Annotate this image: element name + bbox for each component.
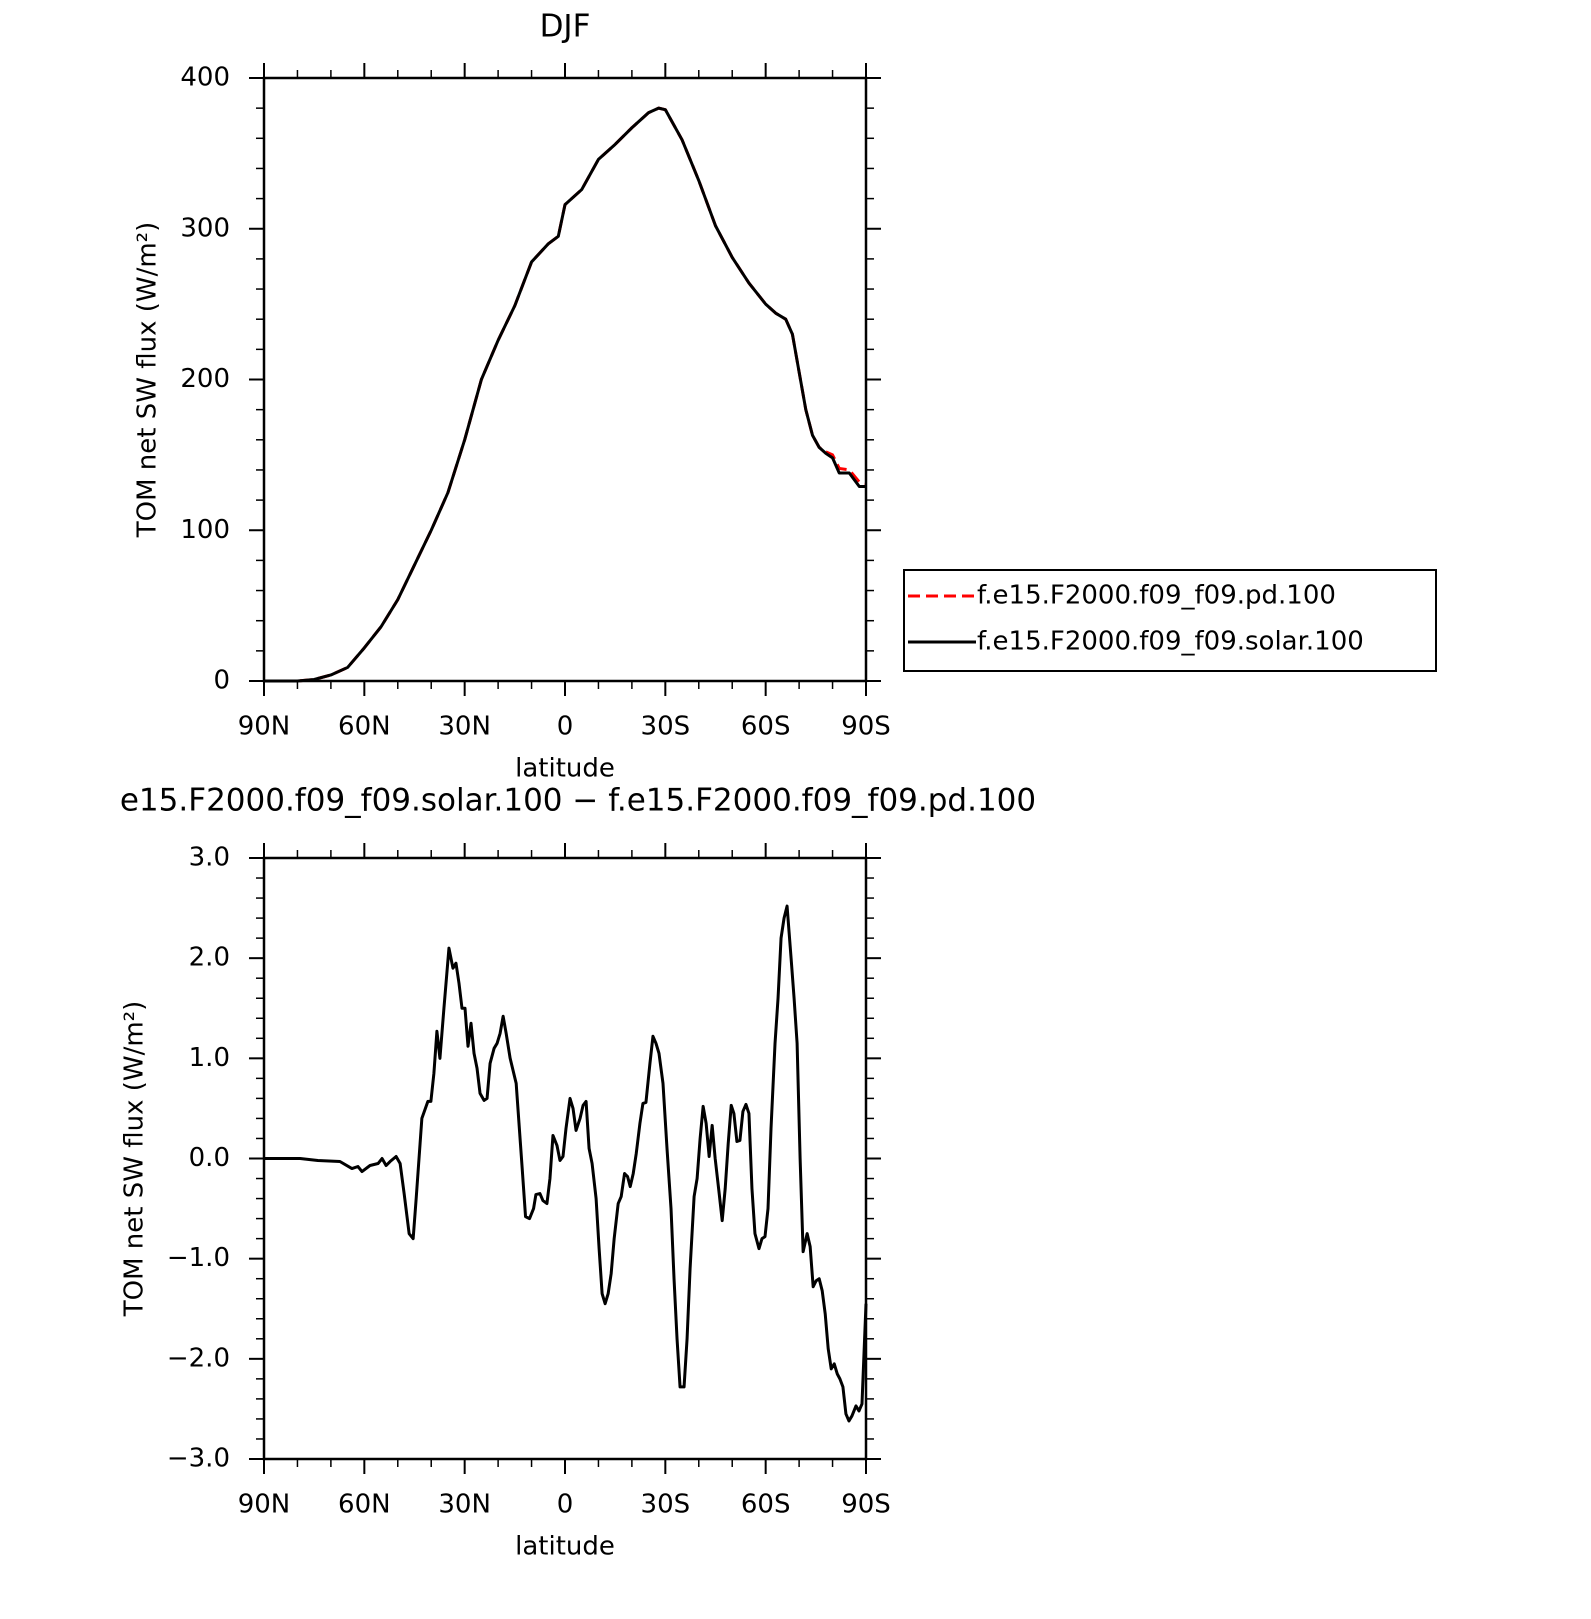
x-tick-label: 60S — [741, 712, 791, 742]
x-tick-label: 60N — [338, 1490, 391, 1520]
plot-frame — [262, 856, 868, 1461]
data-line — [264, 106, 867, 683]
data-line — [264, 904, 868, 1423]
y-tick-label: 1.0 — [189, 1043, 230, 1073]
x-tick-label: 30S — [641, 712, 691, 742]
x-tick-label: 90S — [841, 1490, 891, 1520]
y-axis-label: TOM net SW flux (W/m²) — [120, 1001, 150, 1317]
chart-title: e15.F2000.f09_f09.solar.100 − f.e15.F200… — [120, 783, 1036, 819]
chart-title: DJF — [540, 9, 591, 45]
legend-label: f.e15.F2000.f09_f09.pd.100 — [977, 581, 1336, 611]
legend-box — [903, 569, 1437, 672]
legend-label: f.e15.F2000.f09_f09.solar.100 — [977, 627, 1364, 657]
x-tick-label: 90S — [841, 712, 891, 742]
x-tick-label: 30S — [641, 1490, 691, 1520]
x-tick-label: 90N — [238, 712, 291, 742]
y-tick-label: 0 — [213, 666, 230, 696]
x-tick-label: 90N — [238, 1490, 291, 1520]
x-tick-label: 0 — [557, 712, 574, 742]
x-axis-label: latitude — [515, 754, 615, 784]
y-tick-label: 300 — [180, 213, 230, 243]
y-tick-label: −2.0 — [167, 1343, 230, 1373]
y-tick-label: −3.0 — [167, 1444, 230, 1474]
x-tick-label: 60N — [338, 712, 391, 742]
plot-frame — [262, 76, 868, 683]
x-tick-label: 60S — [741, 1490, 791, 1520]
x-tick-label: 0 — [557, 1490, 574, 1520]
x-tick-label: 30N — [438, 712, 491, 742]
y-axis-label: TOM net SW flux (W/m²) — [133, 222, 163, 538]
y-tick-label: 2.0 — [189, 943, 230, 973]
y-tick-label: 0.0 — [189, 1143, 230, 1173]
y-tick-label: 3.0 — [189, 843, 230, 873]
y-tick-label: 400 — [180, 63, 230, 93]
y-tick-label: 200 — [180, 364, 230, 394]
x-axis-label: latitude — [515, 1532, 615, 1562]
x-tick-label: 30N — [438, 1490, 491, 1520]
y-tick-label: −1.0 — [167, 1243, 230, 1273]
data-line — [264, 106, 866, 683]
y-tick-label: 100 — [180, 515, 230, 545]
